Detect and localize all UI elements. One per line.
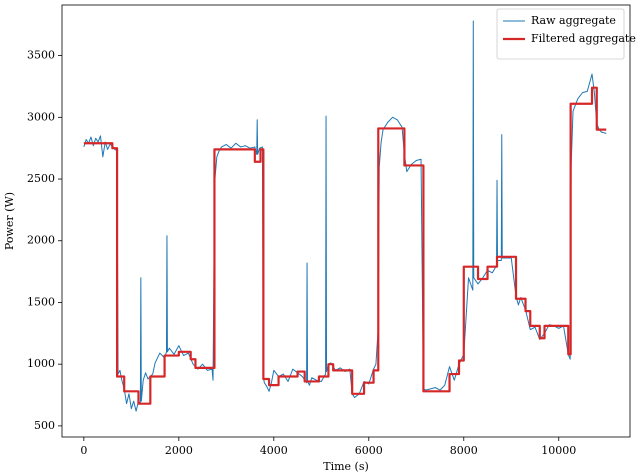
- x-axis-label: Time (s): [323, 460, 369, 473]
- x-tick-label: 2000: [165, 444, 193, 457]
- y-tick-label: 1000: [27, 357, 55, 370]
- x-tick-label: 8000: [450, 444, 478, 457]
- series-line: [83, 20, 607, 412]
- y-tick-label: 1500: [27, 295, 55, 308]
- x-tick-label: 4000: [260, 444, 288, 457]
- plot-frame: [61, 4, 631, 438]
- y-tick-label: 2500: [27, 172, 55, 185]
- y-tick-label: 3000: [27, 110, 55, 123]
- y-axis-label: Power (W): [3, 192, 16, 250]
- y-tick-label: 2000: [27, 234, 55, 247]
- series-line: [83, 86, 607, 405]
- x-tick-label: 6000: [355, 444, 383, 457]
- y-tick-label: 500: [34, 419, 55, 432]
- x-tick-label: 10000: [541, 444, 576, 457]
- x-tick-label: 0: [80, 444, 87, 457]
- legend-label: Raw aggregate: [531, 14, 616, 27]
- y-tick-label: 3500: [27, 49, 55, 62]
- legend-label: Filtered aggregate: [531, 32, 636, 45]
- legend-box: [496, 8, 625, 60]
